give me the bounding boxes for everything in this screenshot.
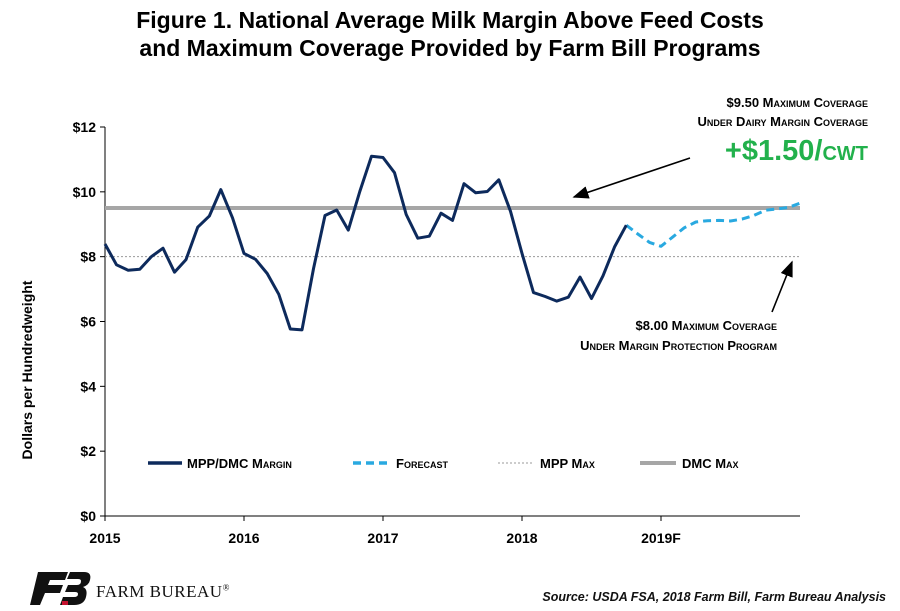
source-note: Source: USDA FSA, 2018 Farm Bill, Farm B… bbox=[542, 590, 886, 604]
y-tick-label: $4 bbox=[80, 378, 96, 394]
legend-label-dmc: DMC Max bbox=[682, 456, 739, 471]
x-tick-label: 2019F bbox=[641, 530, 681, 546]
mpp-annotation-line-1: $8.00 Maximum Coverage bbox=[636, 318, 777, 333]
x-ticks: 2015 2016 2017 2018 2019F bbox=[89, 516, 681, 546]
y-tick-label: $0 bbox=[80, 508, 96, 524]
dmc-annotation-line-1: $9.50 Maximum Coverage bbox=[727, 95, 868, 110]
mpp-arrow bbox=[771, 260, 793, 313]
chart-title-line-1: Figure 1. National Average Milk Margin A… bbox=[136, 7, 764, 33]
y-axis-label: Dollars per Hundredweight bbox=[19, 280, 35, 459]
x-tick-label: 2018 bbox=[506, 530, 537, 546]
dmc-annotation: $9.50 Maximum Coverage Under Dairy Margi… bbox=[697, 95, 868, 167]
mpp-annotation: $8.00 Maximum Coverage Under Margin Prot… bbox=[580, 318, 777, 353]
y-tick-label: $8 bbox=[80, 249, 96, 265]
reference-lines bbox=[105, 206, 800, 258]
farm-bureau-logo: FARM BUREAU® bbox=[28, 570, 268, 606]
forecast-series-line bbox=[625, 201, 801, 248]
legend-label-mpp: MPP Max bbox=[540, 456, 595, 471]
x-tick-label: 2016 bbox=[228, 530, 259, 546]
y-ticks: $0 $2 $4 $6 $8 $10 $12 bbox=[73, 119, 105, 524]
x-tick-label: 2017 bbox=[367, 530, 398, 546]
chart-title-line-2: and Maximum Coverage Provided by Farm Bi… bbox=[139, 35, 761, 61]
legend-label-margin: MPP/DMC Margin bbox=[187, 456, 292, 471]
mpp-annotation-line-2: Under Margin Protection Program bbox=[580, 338, 777, 353]
y-tick-label: $10 bbox=[73, 184, 97, 200]
series-lines bbox=[103, 154, 801, 332]
margin-series-line bbox=[103, 154, 628, 332]
dmc-annotation-line-2: Under Dairy Margin Coverage bbox=[697, 114, 868, 129]
legend-label-forecast: Forecast bbox=[396, 456, 448, 471]
y-tick-label: $6 bbox=[80, 314, 96, 330]
farm-bureau-logo-text: FARM BUREAU® bbox=[96, 582, 230, 602]
x-tick-label: 2015 bbox=[89, 530, 120, 546]
y-tick-label: $12 bbox=[73, 119, 97, 135]
dmc-arrow bbox=[572, 157, 691, 199]
plus-annotation: +$1.50/cwt bbox=[725, 135, 868, 167]
chart-title: Figure 1. National Average Milk Margin A… bbox=[0, 6, 900, 62]
logo-wordmark: FARM BUREAU bbox=[96, 582, 223, 601]
farm-bureau-logo-icon bbox=[30, 572, 91, 605]
y-tick-label: $2 bbox=[80, 443, 96, 459]
legend: MPP/DMC Margin Forecast MPP Max DMC Max bbox=[148, 456, 739, 471]
logo-registered-mark: ® bbox=[222, 582, 230, 593]
